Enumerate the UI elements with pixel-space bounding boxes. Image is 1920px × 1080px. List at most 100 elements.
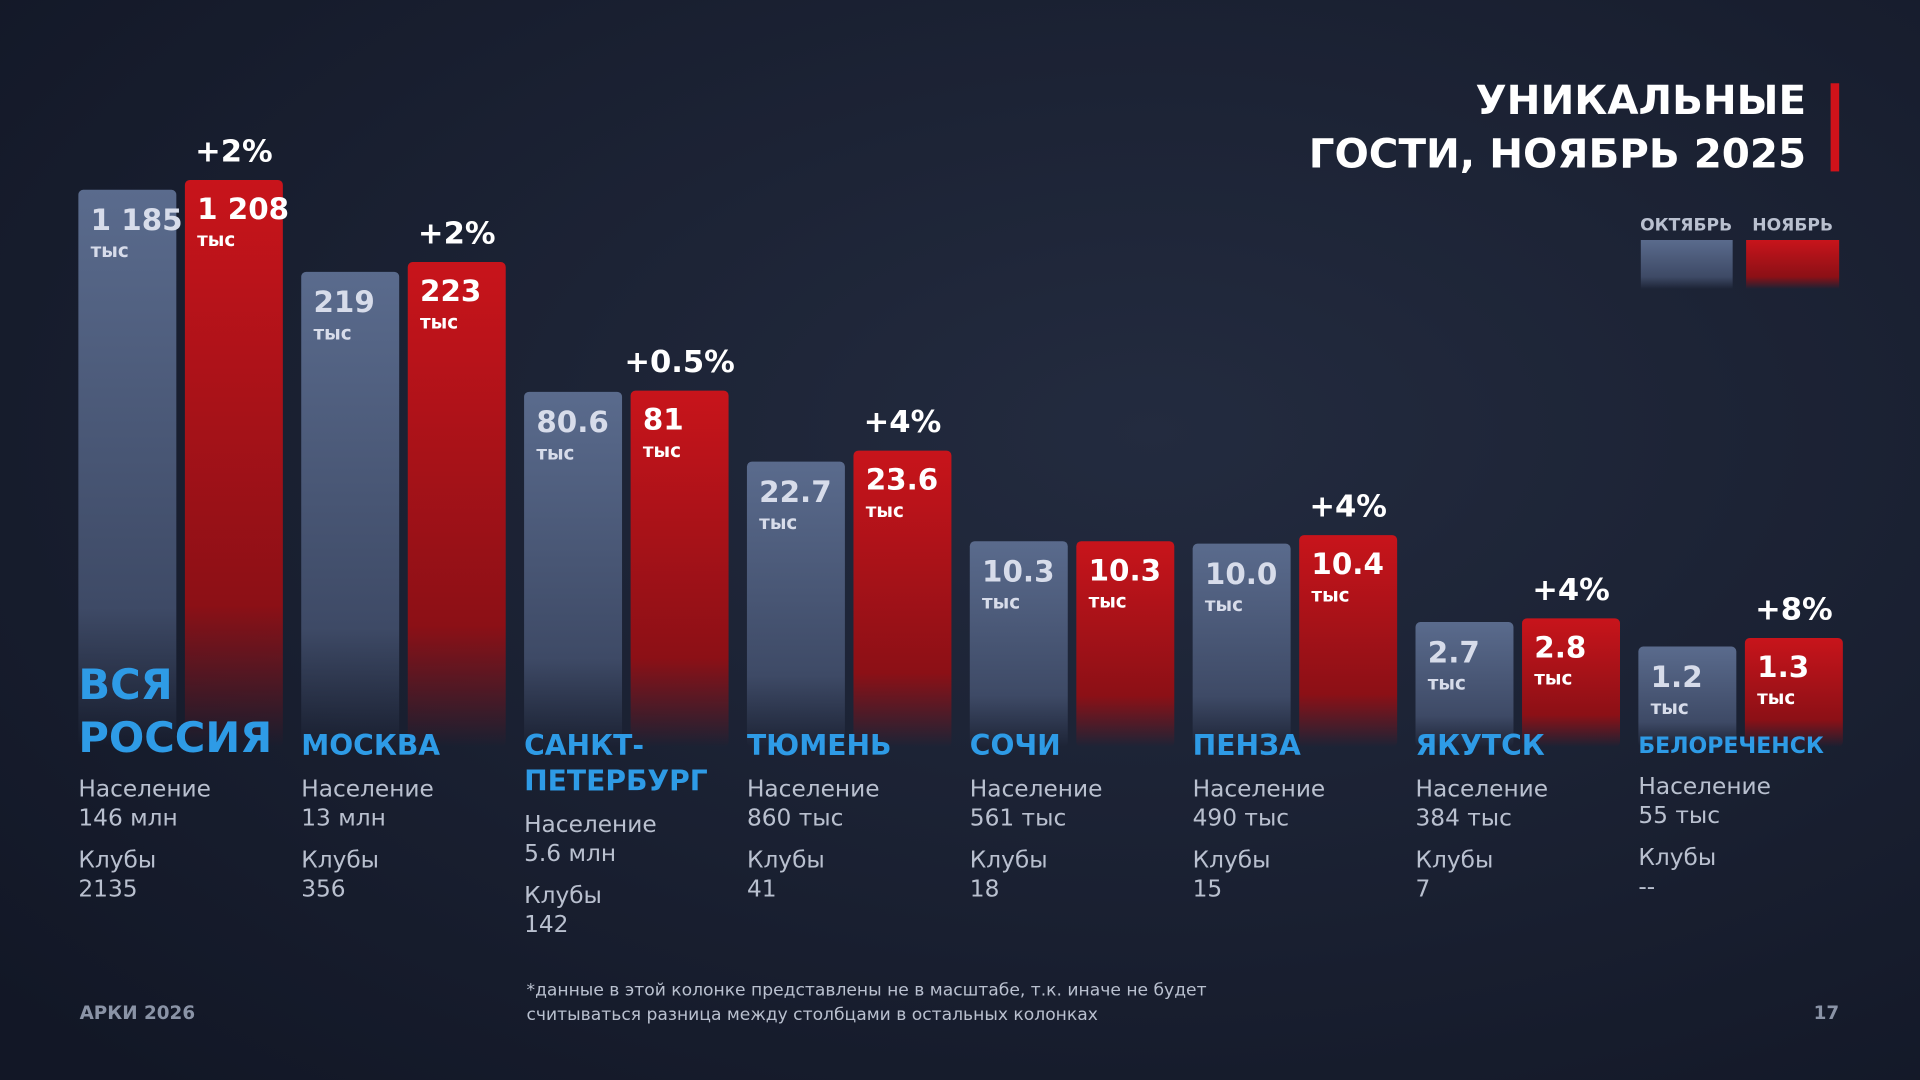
region-name: ЯКУТСК (1416, 729, 1545, 762)
title: ГОСТИ, НОЯБРЬ 2025 (1309, 130, 1806, 178)
october-bar (1638, 646, 1737, 747)
november-bar (184, 180, 283, 747)
change-label: +8% (1755, 593, 1833, 628)
october-unit: тыс (1651, 698, 1689, 719)
october-unit: тыс (759, 513, 797, 534)
november-unit: тыс (197, 230, 235, 251)
november-bar (1522, 618, 1620, 747)
november-value: 23.6 (866, 463, 938, 497)
region-name: ВСЯ (78, 660, 172, 709)
october-value: 1.2 (1651, 660, 1703, 694)
october-value: 1 185 (91, 203, 183, 237)
october-unit: тыс (313, 323, 351, 344)
region-name: СОЧИ (970, 729, 1061, 762)
region-info: Клубы (301, 846, 379, 873)
region-name: ПЕНЗА (1193, 729, 1301, 762)
region-name: ТЮМЕНЬ (747, 729, 892, 762)
region-name: ПЕТЕРБУРГ (524, 764, 708, 797)
region-info: Клубы (1416, 846, 1494, 873)
october-bar (746, 461, 845, 747)
region-name: МОСКВА (301, 729, 440, 762)
october-bar (969, 541, 1068, 747)
region-info: 7 (1416, 876, 1431, 903)
legend-label: ОКТЯБРЬ (1640, 215, 1732, 235)
region-info: 561 тыс (970, 805, 1066, 832)
change-label: +4% (1309, 490, 1387, 525)
change-label: +4% (1532, 573, 1610, 608)
region-info: Население (301, 775, 434, 802)
region-info: 18 (970, 876, 1000, 903)
page-number: 17 (1814, 1003, 1840, 1024)
november-bar (630, 390, 729, 747)
november-unit: тыс (1089, 591, 1127, 612)
title: УНИКАЛЬНЫЕ (1476, 76, 1807, 124)
region-info: 13 млн (301, 805, 386, 832)
november-bar (1744, 637, 1843, 747)
october-value: 22.7 (759, 475, 831, 509)
region-info: Население (1638, 773, 1771, 800)
october-unit: тыс (982, 593, 1020, 614)
legend-label: НОЯБРЬ (1752, 215, 1833, 235)
change-label: +4% (864, 405, 942, 440)
november-bar (853, 450, 952, 747)
october-unit: тыс (91, 241, 129, 262)
footer-left: АРКИ 2026 (80, 1003, 196, 1024)
region-info: Население (747, 775, 880, 802)
region-info: 146 млн (78, 805, 177, 832)
october-value: 10.3 (982, 555, 1054, 589)
footnote: считываться разница между столбцами в ос… (527, 1005, 1098, 1025)
region-info: 15 (1193, 876, 1223, 903)
region-info: 384 тыс (1416, 805, 1512, 832)
october-value: 2.7 (1428, 635, 1480, 669)
october-value: 219 (313, 285, 374, 319)
october-bar (1415, 622, 1514, 747)
legend-swatch (1746, 240, 1840, 289)
region-info: 2135 (78, 876, 137, 903)
october-value: 80.6 (536, 405, 608, 439)
region-info: -- (1638, 873, 1655, 900)
region-info: 142 (524, 911, 568, 938)
november-bar (1299, 535, 1398, 747)
region-info: Население (78, 775, 211, 802)
region-info: Клубы (524, 882, 602, 909)
region-info: 5.6 млн (524, 840, 616, 867)
november-value: 1 208 (197, 192, 289, 226)
legend-swatch (1640, 240, 1733, 289)
region-info: Население (970, 775, 1103, 802)
november-bar (407, 262, 506, 747)
november-unit: тыс (866, 501, 904, 522)
region-name: РОССИЯ (78, 713, 272, 762)
november-value: 81 (643, 403, 684, 437)
october-unit: тыс (536, 443, 574, 464)
november-bar (1076, 541, 1175, 747)
title-accent (1830, 83, 1840, 172)
change-label: +2% (195, 135, 273, 170)
november-value: 223 (420, 274, 481, 308)
change-label: +0.5% (624, 345, 735, 380)
november-value: 10.3 (1089, 553, 1161, 587)
october-bar (301, 271, 400, 747)
november-value: 10.4 (1311, 547, 1383, 581)
november-value: 2.8 (1534, 630, 1586, 664)
region-info: 356 (301, 876, 345, 903)
region-info: 490 тыс (1193, 805, 1289, 832)
region-info: Клубы (970, 846, 1048, 873)
region-name: САНКТ- (524, 729, 644, 762)
november-unit: тыс (420, 312, 458, 333)
region-name: БЕЛОРЕЧЕНСК (1638, 734, 1824, 759)
region-info: Клубы (747, 846, 825, 873)
october-bar (1192, 543, 1291, 747)
region-info: Клубы (78, 846, 156, 873)
october-bar (78, 189, 177, 747)
october-bar (524, 391, 623, 747)
region-info: Население (1416, 775, 1549, 802)
november-unit: тыс (643, 441, 681, 462)
region-info: 860 тыс (747, 805, 843, 832)
footnote: *данные в этой колонке представлены не в… (527, 981, 1207, 1001)
region-info: Клубы (1193, 846, 1271, 873)
region-info: Клубы (1638, 844, 1716, 871)
november-unit: тыс (1757, 688, 1795, 709)
region-info: 55 тыс (1638, 802, 1720, 829)
